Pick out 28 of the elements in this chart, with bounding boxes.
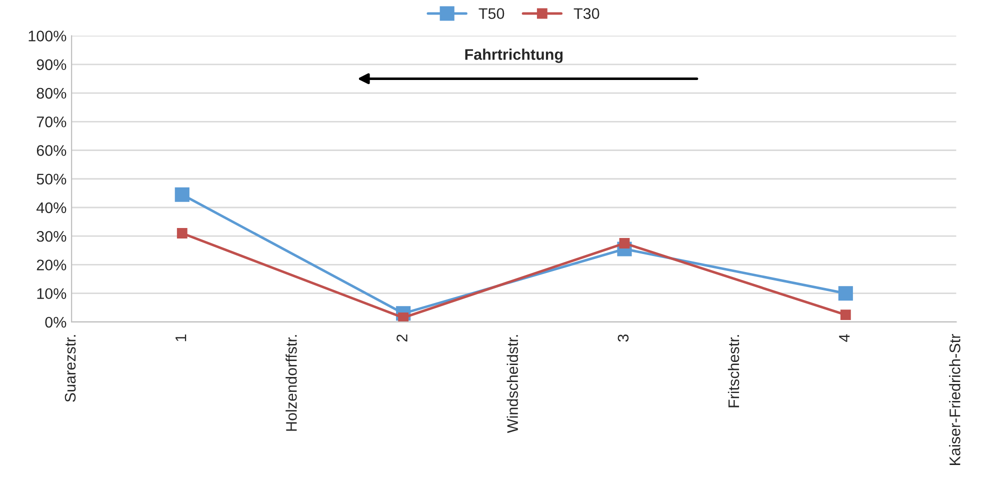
y-tick-label: 60% [36,145,66,156]
point [176,228,188,238]
y-tick-label: 80% [36,88,66,99]
y-tick-label: 0% [45,316,66,328]
point [840,310,851,320]
y-tick-label: 20% [36,260,66,270]
x-tick-label: 2 [396,334,408,342]
x-tick-label: 3 [618,334,629,342]
point [619,238,630,248]
x-tick-label: Holzendorffstr. [286,335,297,431]
x-tick-label: Fritschestr. [728,335,740,408]
y-tick-label: 100% [28,30,66,42]
legend-label: T50 [478,8,504,20]
y-tick-label: 90% [36,59,66,70]
x-tick-label: 4 [839,334,850,342]
y-tick-label: 40% [36,202,66,214]
x-tick-label: 1 [176,334,186,342]
y-tick-label: 50% [36,174,66,185]
point [174,187,190,202]
y-tick-label: 30% [36,230,66,242]
y-tick-label: 10% [37,288,66,300]
x-tick-label: Suarezstr. [64,335,76,402]
annotation: Fahrtrichtung [465,48,563,63]
x-tick-label: Windscheidstr. [506,335,518,434]
legend-label: T30 [574,8,600,20]
y-tick-label: 70% [36,116,66,128]
x-tick-label: Kaiser-Friedrich-Str [949,334,960,465]
point [838,286,853,301]
